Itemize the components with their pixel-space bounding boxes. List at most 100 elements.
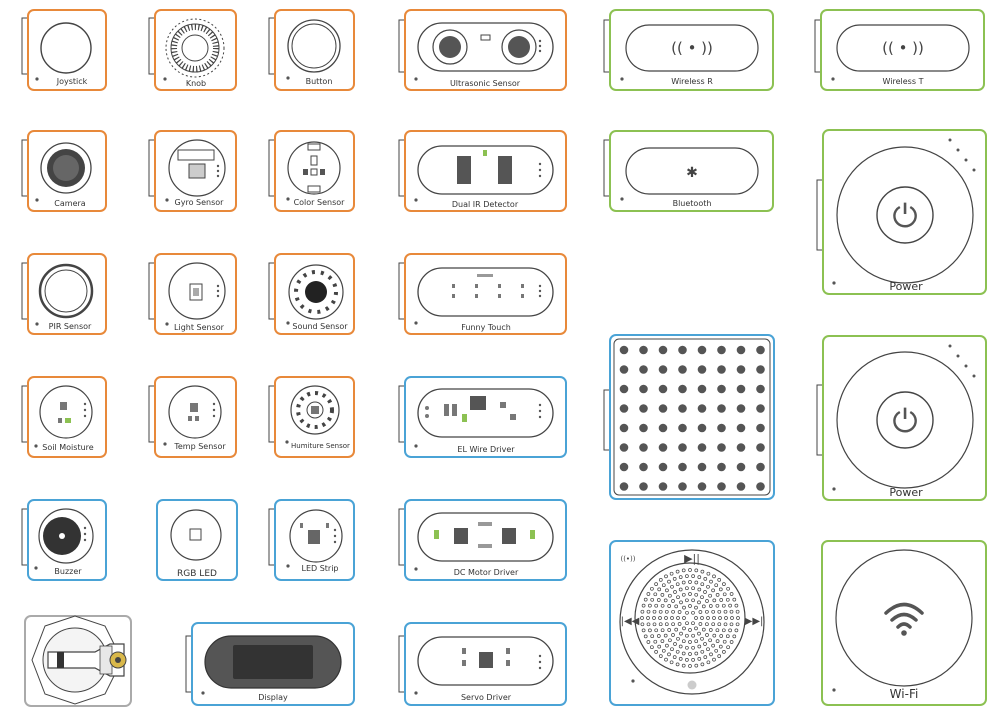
- module-power-2[interactable]: ⏻ Power: [816, 335, 987, 501]
- grille-hole: [663, 633, 668, 638]
- module-pir[interactable]: PIR Sensor: [21, 253, 107, 335]
- grille-hole: [674, 604, 679, 609]
- grille-hole: [646, 592, 651, 596]
- module-color[interactable]: Color Sensor: [268, 130, 355, 212]
- led-dot: [619, 462, 629, 472]
- module-bluetooth[interactable]: ✱ Bluetooth: [603, 130, 774, 212]
- grille-hole: [715, 593, 720, 597]
- module-sound[interactable]: Sound Sensor: [268, 253, 355, 335]
- module-dc-motor[interactable]: DC Motor Driver: [398, 499, 567, 581]
- grille-hole: [657, 644, 662, 649]
- grille-hole: [715, 628, 720, 633]
- module-power-1[interactable]: ⏻ Power: [816, 129, 987, 295]
- grille-hole: [641, 628, 646, 633]
- module-speaker[interactable]: ▶|| |◀◀ ▶▶| ((•)): [609, 540, 775, 706]
- module-wifi[interactable]: Wi-Fi: [821, 540, 987, 706]
- module-temp[interactable]: Temp Sensor: [148, 376, 237, 458]
- grille-hole: [675, 662, 680, 667]
- module-servo[interactable]: Servo Driver: [398, 622, 567, 706]
- grille-hole: [681, 663, 686, 668]
- led-dot: [678, 404, 687, 413]
- module-wireless-r[interactable]: (( • )) Wireless R: [603, 9, 774, 91]
- module-knob[interactable]: Knob: [148, 9, 237, 91]
- grille-hole: [648, 603, 652, 608]
- grille-hole: [712, 633, 717, 638]
- module-display[interactable]: Display: [185, 622, 355, 706]
- grille-hole: [706, 571, 711, 576]
- play-pause-icon: ▶||: [684, 552, 700, 565]
- module-ultrasonic[interactable]: Ultrasonic Sensor: [398, 9, 567, 91]
- grille-hole: [722, 639, 727, 644]
- led-dot: [717, 443, 726, 452]
- grille-hole: [717, 609, 722, 614]
- led-dot: [756, 462, 765, 472]
- grille-hole: [688, 604, 692, 608]
- grille-hole: [700, 595, 704, 600]
- led-dot: [756, 404, 765, 413]
- module-humiture[interactable]: Humiture Sensor: [268, 376, 355, 458]
- grille-hole: [685, 621, 689, 626]
- grille-hole: [658, 654, 663, 658]
- led-dot: [717, 384, 726, 394]
- grille-hole: [712, 616, 716, 620]
- wifi-label: Wi-Fi: [890, 687, 919, 701]
- camera-label: Camera: [54, 199, 85, 208]
- power-2-label: Power: [889, 486, 923, 499]
- led-dot: [756, 423, 765, 433]
- module-led-strip[interactable]: LED Strip: [268, 499, 355, 581]
- grille-hole: [706, 647, 710, 652]
- module-buzzer[interactable]: Buzzer: [21, 499, 107, 581]
- grille-hole: [694, 626, 698, 631]
- led-dot: [736, 365, 746, 374]
- module-el-wire[interactable]: EL Wire Driver: [398, 376, 567, 458]
- module-wireless-t[interactable]: (( • )) Wireless T: [814, 9, 985, 91]
- grille-hole: [688, 580, 692, 584]
- module-light[interactable]: Light Sensor: [148, 253, 237, 335]
- led-dot: [697, 443, 707, 452]
- module-led-matrix[interactable]: [603, 334, 775, 500]
- grille-hole: [641, 603, 646, 608]
- grille-hole: [667, 604, 672, 608]
- grille-hole: [674, 627, 679, 632]
- grille-hole: [718, 616, 722, 620]
- grille-hole: [670, 616, 674, 620]
- grille-hole: [643, 597, 648, 602]
- grille-hole: [643, 634, 648, 639]
- module-rgb-led[interactable]: RGB LED: [156, 499, 238, 581]
- grille-hole: [653, 592, 658, 597]
- module-joystick[interactable]: Joystick: [21, 9, 107, 91]
- grille-hole: [658, 609, 663, 614]
- module-servo-adapter[interactable]: [24, 615, 132, 707]
- module-funny-touch[interactable]: Funny Touch: [398, 253, 567, 335]
- module-gyro[interactable]: Gyro Sensor: [148, 130, 237, 212]
- grille-hole: [698, 622, 703, 626]
- grille-hole: [677, 610, 682, 614]
- led-dot: [639, 365, 648, 374]
- led-dot: [639, 443, 648, 452]
- module-dual-ir[interactable]: Dual IR Detector: [398, 130, 567, 212]
- grille-hole: [717, 578, 722, 582]
- grille-hole: [721, 603, 726, 608]
- led-dot: [678, 345, 687, 355]
- bluetooth-icon: ✱: [686, 165, 698, 181]
- grille-hole: [669, 571, 674, 576]
- led-dot: [639, 404, 648, 413]
- grille-hole: [664, 657, 668, 662]
- grille-hole: [660, 639, 665, 643]
- grille-hole: [706, 660, 711, 665]
- led-dot: [678, 365, 687, 374]
- grille-hole: [691, 598, 695, 603]
- led-dot: [717, 482, 726, 491]
- grille-hole: [728, 628, 732, 633]
- module-camera[interactable]: Camera: [21, 130, 107, 212]
- grille-hole: [725, 597, 730, 602]
- grille-hole: [711, 609, 716, 614]
- led-dot: [678, 443, 687, 452]
- grille-hole: [682, 605, 686, 610]
- color-label: Color Sensor: [294, 198, 346, 207]
- led-dot: [658, 365, 668, 374]
- grille-hole: [697, 644, 702, 649]
- module-soil[interactable]: Soil Moisture: [21, 376, 107, 458]
- module-button[interactable]: Button: [268, 9, 355, 91]
- led-dot: [678, 384, 687, 394]
